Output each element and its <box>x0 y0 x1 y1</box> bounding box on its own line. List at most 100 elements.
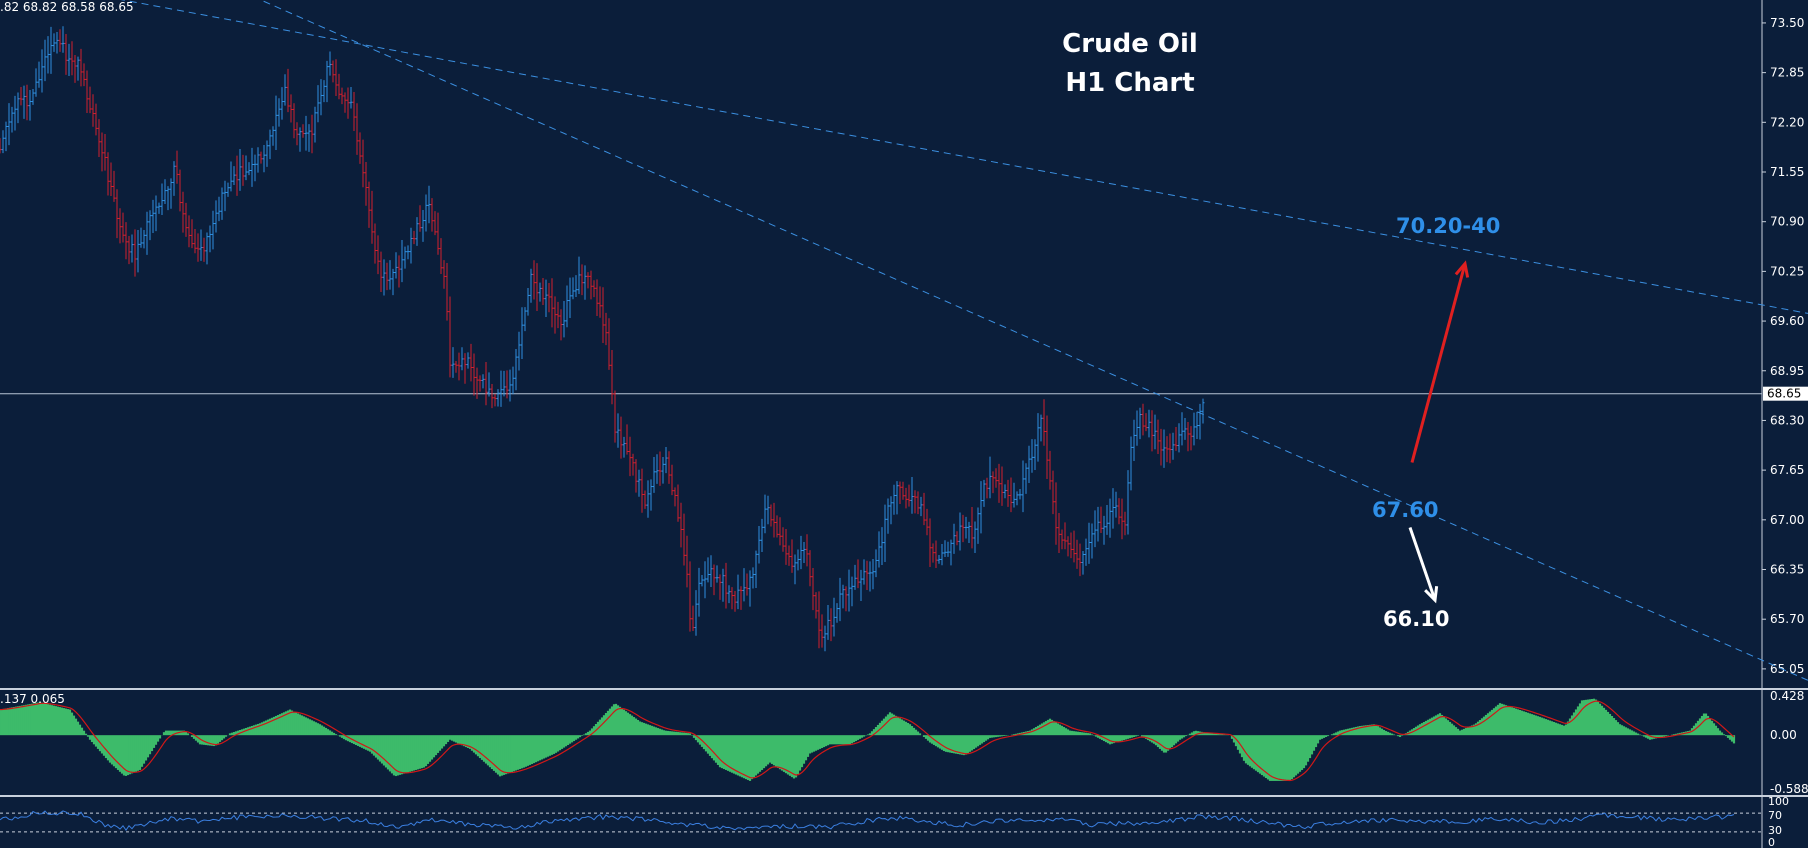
upper-target-label: 70.20-40 <box>1396 214 1501 238</box>
price-bar <box>583 265 587 300</box>
price-bar <box>1135 410 1139 446</box>
price-bar <box>31 88 35 105</box>
price-bar <box>604 312 608 346</box>
up-target-arrow-head <box>1454 260 1470 278</box>
price-bar <box>901 481 905 500</box>
price-bar <box>364 161 368 206</box>
price-bar <box>1078 543 1082 577</box>
price-bar <box>847 569 851 612</box>
price-bar <box>487 372 491 397</box>
price-bar <box>703 561 707 599</box>
price-bar <box>250 147 254 187</box>
price-bar <box>1120 498 1124 540</box>
price-bar <box>271 126 275 146</box>
price-bar <box>679 502 683 548</box>
price-bar <box>172 161 176 196</box>
price-bar <box>808 550 812 587</box>
price-bar <box>1018 488 1022 500</box>
price-bar <box>274 95 278 151</box>
price-bar <box>637 469 641 497</box>
price-bar <box>58 29 62 52</box>
price-bar <box>826 605 830 640</box>
price-bar <box>25 84 29 121</box>
macd-readout: .137 0.065 <box>0 692 65 706</box>
price-bar <box>817 591 821 649</box>
current-price-label: 68.65 <box>1767 387 1801 401</box>
price-bar <box>946 541 950 557</box>
price-bar <box>337 73 341 100</box>
price-bar <box>730 587 734 610</box>
price-bar <box>772 502 776 538</box>
price-bar <box>655 454 659 484</box>
price-bar <box>313 106 317 143</box>
price-bar <box>445 263 449 321</box>
price-bar <box>13 95 17 131</box>
price-bar <box>742 568 746 602</box>
price-bar <box>1168 433 1172 464</box>
price-bar <box>1147 409 1151 438</box>
price-bar <box>244 155 248 181</box>
price-bar <box>181 191 185 233</box>
price-bar <box>238 149 242 191</box>
price-bar <box>925 508 929 536</box>
price-bar <box>253 154 257 182</box>
price-bar <box>1174 427 1178 451</box>
price-bar <box>1081 551 1085 575</box>
price-bar <box>1030 439 1034 473</box>
price-bar <box>1060 529 1064 550</box>
price-bar <box>769 504 773 527</box>
price-bar <box>1171 432 1175 460</box>
price-bar <box>478 375 482 392</box>
price-bar <box>721 568 725 602</box>
price-bar <box>697 567 701 617</box>
price-bar <box>1045 415 1049 480</box>
price-bar <box>592 280 596 298</box>
ohlc-readout: .82 68.82 68.58 68.65 <box>0 0 134 14</box>
macd-tick-label: 0.00 <box>1770 728 1797 742</box>
price-bar <box>1102 515 1106 545</box>
price-bar <box>1039 414 1043 442</box>
price-bar <box>1195 411 1199 439</box>
price-bar <box>160 183 164 215</box>
chart-title-line1: Crude Oil <box>1062 29 1198 59</box>
price-bar <box>871 559 875 590</box>
price-bar <box>751 567 755 589</box>
price-bar <box>301 124 305 138</box>
price-bar <box>130 234 134 263</box>
price-bar <box>79 48 83 87</box>
price-bar <box>523 307 527 332</box>
price-bar <box>466 352 470 369</box>
price-bar <box>529 268 533 303</box>
price-bar <box>628 436 632 477</box>
price-tick-label: 73.50 <box>1770 16 1804 30</box>
price-bar <box>151 199 155 233</box>
price-bar <box>850 576 854 607</box>
price-bar <box>88 86 92 114</box>
price-bar <box>715 565 719 583</box>
price-bar <box>94 103 98 136</box>
price-bar <box>1015 491 1019 506</box>
price-bar <box>1114 491 1118 518</box>
price-bar <box>919 496 923 517</box>
price-bar <box>256 147 260 173</box>
price-bar <box>1 130 5 154</box>
price-bar <box>187 215 191 248</box>
price-bar <box>403 246 407 269</box>
price-bar <box>304 115 308 151</box>
price-bar <box>292 103 296 139</box>
price-bar <box>319 79 323 116</box>
price-bar <box>973 521 977 553</box>
price-bar <box>118 208 122 244</box>
price-bar <box>61 26 65 53</box>
price-bar <box>694 590 698 636</box>
price-bar <box>619 416 623 459</box>
price-bar <box>931 543 935 563</box>
price-bar <box>262 145 266 173</box>
price-bar <box>823 625 827 652</box>
price-bar <box>1084 538 1088 566</box>
price-bar <box>853 564 857 590</box>
price-bar <box>46 36 50 74</box>
